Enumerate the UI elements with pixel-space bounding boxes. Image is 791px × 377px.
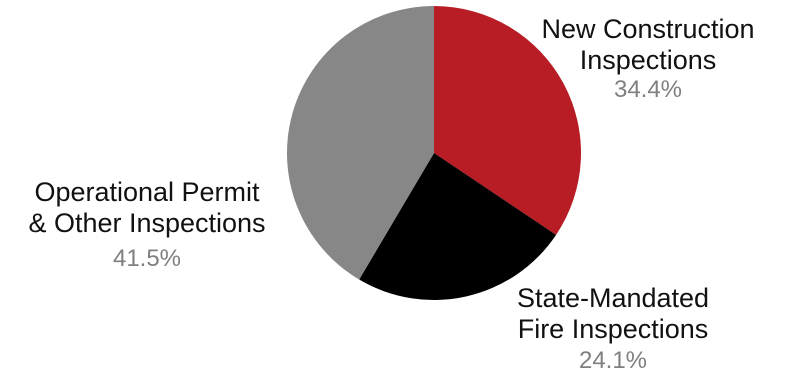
slice-label-line: State-Mandated — [517, 283, 709, 313]
pie-slice-0 — [434, 6, 582, 235]
slice-label-line: & Other Inspections — [28, 208, 265, 238]
pie-slices — [286, 6, 582, 301]
slice-value-label: 34.4% — [614, 76, 682, 103]
slice-label-line: New Construction — [541, 14, 754, 44]
label-operational-permit: Operational Permit & Other Inspections 4… — [28, 177, 265, 272]
pie-slice-1 — [359, 153, 557, 301]
slice-label-line: Operational Permit — [34, 177, 260, 207]
slice-value-label: 24.1% — [579, 347, 647, 374]
slice-label-line: Fire Inspections — [518, 314, 709, 344]
slice-value-label: 41.5% — [113, 245, 181, 272]
pie-slice-2 — [286, 6, 434, 280]
slice-label-line: Inspections — [580, 45, 717, 75]
label-new-construction: New Construction Inspections 34.4% — [541, 14, 754, 103]
label-state-mandated: State-Mandated Fire Inspections 24.1% — [517, 283, 709, 374]
